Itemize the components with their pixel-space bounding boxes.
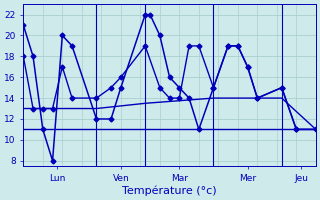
X-axis label: Température (°c): Température (°c) — [122, 185, 217, 196]
